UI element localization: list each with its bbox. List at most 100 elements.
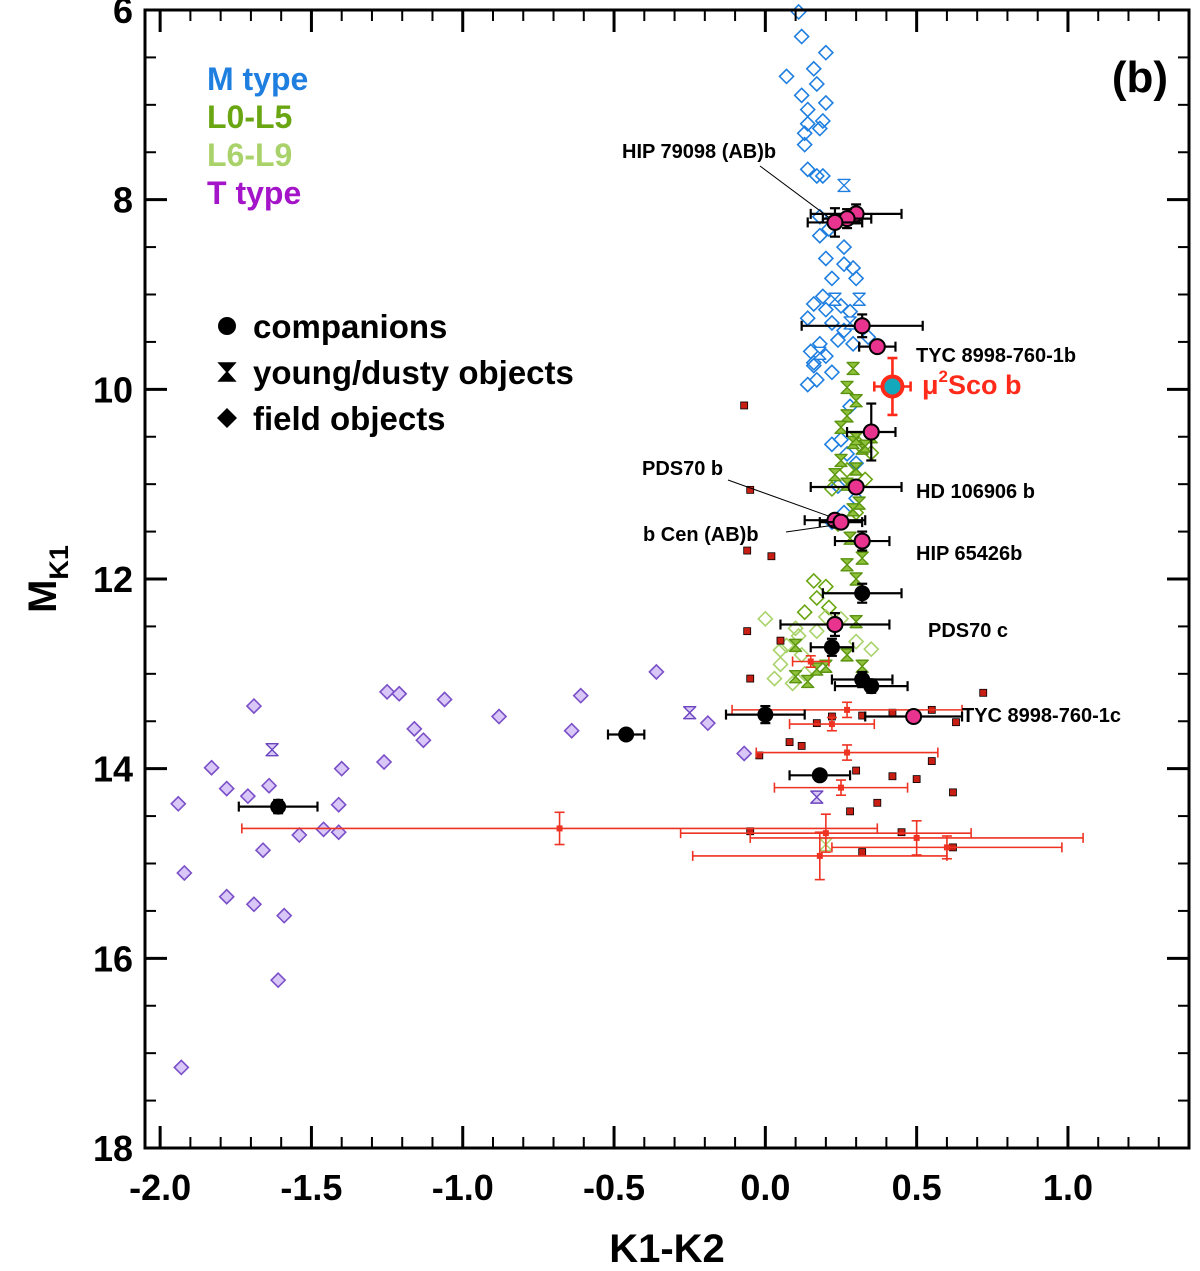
t-type-field-point (330, 824, 347, 841)
red-square-point (743, 627, 752, 636)
highlight-point (880, 374, 905, 399)
companion-label: b Cen (AB)b (643, 524, 759, 546)
t-type-field-point (648, 663, 665, 681)
t-type-young-point (810, 790, 824, 804)
m-type-field-point (829, 331, 847, 349)
m-type-young-point (837, 178, 851, 193)
red-square-point (927, 757, 936, 765)
symbol-legend: companions young/dusty objects field objec… (217, 308, 574, 437)
named-companion-point (853, 317, 871, 335)
red-errorbar-point (556, 825, 563, 832)
m-type-field-point (835, 256, 853, 273)
symbol-legend-label: young/dusty objects (253, 354, 574, 391)
m-type-field-point (823, 436, 841, 453)
t-type-field-point (239, 788, 257, 805)
t-type-field-point (245, 896, 263, 913)
svg-text:MK1: MK1 (21, 545, 74, 613)
x-tick-label: 0.5 (892, 1167, 942, 1208)
l0-l5-field-point (796, 604, 813, 621)
red-square-point (852, 766, 861, 775)
m-type-field-point (817, 301, 835, 318)
m-type-field-point (799, 101, 816, 118)
m-type-field-point (796, 136, 813, 153)
t-type-field-point (254, 842, 272, 859)
red-errorbar-point (838, 784, 844, 791)
m-type-field-point (838, 445, 856, 462)
l6-l9-field-point (766, 670, 783, 687)
red-square-point (897, 828, 906, 837)
y-tick-label: 14 (93, 749, 133, 790)
red-square-point (912, 775, 921, 783)
l0-l5-field-point (808, 589, 825, 607)
companion-point (811, 767, 828, 784)
l0-l5-young-point (801, 674, 815, 689)
x-tick-label: -1.0 (432, 1167, 494, 1208)
red-square-point (743, 546, 752, 555)
named-companion-point (832, 513, 850, 531)
named-companion-point (826, 616, 844, 634)
m-type-field-point (835, 238, 853, 256)
y-tick-label: 6 (113, 0, 133, 31)
t-type-field-point (563, 722, 580, 739)
y-axis-title: MK1 (21, 545, 74, 613)
x-axis-title: K1-K2 (609, 1227, 725, 1271)
companion-label: PDS70 b (642, 458, 723, 480)
t-type-field-point (245, 697, 263, 715)
t-type-field-point (572, 687, 589, 704)
t-type-field-point (170, 795, 187, 812)
t-type-field-point (173, 1059, 190, 1076)
type-legend-entry: L6-L9 (207, 137, 292, 173)
l0-l5-young-point (840, 648, 854, 662)
m-type-field-point (799, 376, 816, 393)
legend-diamond-symbol (217, 408, 237, 428)
l6-l9-field-point (772, 641, 789, 659)
type-legend-entry: T type (207, 175, 301, 211)
l0-l5-young-point (855, 551, 869, 565)
m-type-field-point (814, 112, 831, 130)
y-tick-label: 12 (93, 559, 133, 600)
companion-point (618, 726, 635, 743)
red-square-point (888, 772, 897, 781)
m-type-young-point (828, 292, 842, 306)
m-type-field-point (817, 44, 835, 61)
l6-l9-field-point (757, 610, 774, 627)
m-type-field-point (811, 227, 828, 244)
t-type-field-point (375, 753, 393, 771)
t-type-field-point (218, 780, 235, 797)
m-type-field-point (799, 115, 816, 132)
l0-l5-young-point (858, 439, 872, 453)
l0-l5-field-point (838, 461, 856, 479)
red-errorbar-point (844, 706, 851, 713)
red-square-point (949, 788, 957, 797)
red-square-point (797, 742, 806, 750)
highlight-label: μ2Sco b (922, 367, 1022, 400)
t-type-field-point (391, 685, 408, 702)
l0-l5-young-point (855, 659, 869, 673)
m-type-field-point (805, 354, 822, 371)
red-square-point (812, 719, 821, 728)
x-tick-label: 1.0 (1043, 1167, 1093, 1208)
axis-ticks: -2.0 -1.5 -1.0 -0.5 0.0 0.5 1.0 6 8 10 12 14 16 18 (93, 0, 1189, 1208)
t-type-field-point (291, 826, 308, 844)
companion-label: HD 106906 b (916, 481, 1035, 503)
t-type-field-point (699, 715, 716, 732)
companion-label: TYC 8998-760-1c (962, 705, 1121, 727)
red-errorbar-point (943, 844, 950, 851)
m-type-field-point (817, 94, 835, 112)
named-companion-point (826, 213, 844, 231)
companion-point (823, 639, 840, 656)
y-tick-label: 10 (93, 369, 133, 410)
t-type-field-point (176, 864, 193, 882)
red-errorbar-point (816, 852, 823, 859)
m-type-young-point (813, 346, 827, 360)
companion-point (757, 706, 774, 723)
named-companion-point (847, 478, 865, 496)
m-type-field-point (814, 288, 831, 305)
m-type-field-point (790, 3, 807, 21)
red-square-point (846, 807, 854, 816)
m-type-field-point (860, 329, 877, 346)
red-errorbar-point (822, 830, 829, 837)
plot-frame (143, 8, 1191, 1150)
t-type-field-point (490, 708, 508, 725)
